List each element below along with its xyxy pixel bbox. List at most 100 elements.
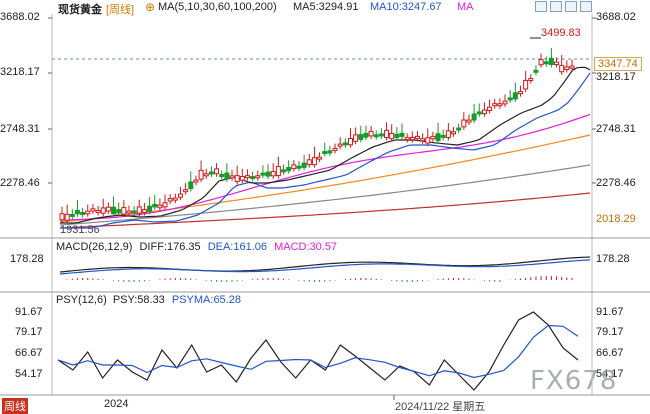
candle-body <box>183 189 189 193</box>
psyma-line <box>57 324 579 379</box>
candle-body <box>569 65 575 69</box>
candle-body <box>59 213 65 221</box>
candle-body <box>559 64 565 73</box>
candle-body <box>208 171 214 175</box>
price-tick-right: 2748.31 <box>596 123 636 135</box>
ma200-line <box>59 192 591 229</box>
candle-body <box>384 129 390 138</box>
candle-body <box>425 137 431 144</box>
candle-body <box>389 132 395 140</box>
candle-body <box>373 134 379 138</box>
ma-settings[interactable]: MA(5,10,30,60,100,200) <box>158 1 277 13</box>
candle-body <box>481 109 487 115</box>
candle-body <box>451 131 457 135</box>
candle-body <box>548 57 554 65</box>
macd-header: MACD(26,12,9) DIFF:176.35 DEA:161.06 MAC… <box>56 241 337 253</box>
candle-body <box>502 100 508 105</box>
candle-body <box>281 169 287 173</box>
ma5-line <box>60 66 591 224</box>
psy-line <box>57 311 579 391</box>
candle-body <box>85 210 91 215</box>
lock-icon[interactable]: ⊕ <box>145 0 156 14</box>
candle-body <box>476 111 482 115</box>
candle-body <box>507 97 513 101</box>
candle-body <box>234 175 240 183</box>
price-tick-right: 2018.29 <box>596 213 636 225</box>
candle-body <box>105 206 111 212</box>
candle-body <box>270 171 276 177</box>
price-tick-left: 3218.17 <box>0 66 40 78</box>
candle-body <box>363 132 369 138</box>
candle-body <box>461 119 467 128</box>
candle-body <box>306 159 312 166</box>
candle-body <box>198 169 204 180</box>
candle-body <box>131 210 137 214</box>
candle-body <box>327 150 333 154</box>
macd-dea: DEA:161.06 <box>207 241 268 253</box>
candle-body <box>353 134 359 142</box>
price-tick-left: 3688.02 <box>0 11 40 23</box>
psy-label: PSY(12,6) <box>56 294 107 306</box>
price-tick-left: 2748.31 <box>0 123 40 135</box>
psy-tick-left: 54.17 <box>15 368 43 380</box>
candle-body <box>100 207 106 214</box>
macd-dea-line <box>59 259 591 275</box>
psy-tick-left: 66.67 <box>15 347 43 359</box>
candle-body <box>404 137 410 141</box>
price-tick-right: 2278.46 <box>596 177 636 189</box>
candle-body <box>111 206 117 215</box>
candle-body <box>116 209 122 214</box>
current-price-tag: 3347.74 <box>594 57 642 71</box>
candle-body <box>358 134 364 140</box>
candle-body <box>487 106 493 112</box>
candle-body <box>219 174 225 178</box>
candle-body <box>347 138 353 146</box>
candle-body <box>332 147 338 151</box>
candle-body <box>409 136 415 141</box>
candle-body <box>430 135 436 140</box>
candle-body <box>162 202 168 208</box>
candle-body <box>229 175 235 179</box>
candle-body <box>523 79 529 90</box>
candle-body <box>260 172 266 176</box>
macd-tick-left: 178.28 <box>10 253 44 265</box>
candle-body <box>435 133 441 142</box>
candle-body <box>497 103 503 107</box>
candle-body <box>368 130 374 137</box>
psy-tick-right: 79.17 <box>596 326 624 338</box>
instrument-title: 现货黄金 <box>58 4 102 16</box>
candle-body <box>250 176 256 180</box>
candle-body <box>311 157 317 166</box>
candle-body <box>378 133 384 137</box>
candle-body <box>399 132 405 137</box>
zoom-in-icon[interactable] <box>565 1 577 12</box>
scale-icon[interactable] <box>550 1 562 12</box>
psyma-value: PSYMA:65.28 <box>171 294 241 306</box>
macd-diff-line <box>59 256 591 273</box>
candle-body <box>554 61 560 66</box>
candle-body <box>64 213 70 221</box>
candle-body <box>167 198 173 202</box>
candle-body <box>188 181 194 190</box>
candle-body <box>471 113 477 121</box>
candle-body <box>152 203 158 208</box>
candle-body <box>203 173 209 177</box>
candle-body <box>157 204 163 209</box>
candle-body <box>121 207 127 215</box>
high-price-label: 3499.83 <box>541 27 581 39</box>
period-selector[interactable]: [周线] <box>106 4 135 16</box>
candle-body <box>512 92 518 100</box>
macd-label: MACD(26,12,9) <box>56 241 133 253</box>
candle-body <box>456 127 462 131</box>
ma-more-label: MA <box>457 1 474 13</box>
candle-body <box>394 133 400 139</box>
grid-icon[interactable] <box>535 1 547 12</box>
zoom-out-icon[interactable] <box>580 1 592 12</box>
chart-header: 现货黄金 [周线] ⊕ MA(5,10,30,60,100,200) MA5:3… <box>0 0 650 16</box>
psy-tick-left: 91.67 <box>15 306 43 318</box>
candle-body <box>193 179 199 183</box>
candle-body <box>74 209 80 215</box>
price-tick-right: 3218.17 <box>596 71 636 83</box>
candle-body <box>244 175 250 179</box>
